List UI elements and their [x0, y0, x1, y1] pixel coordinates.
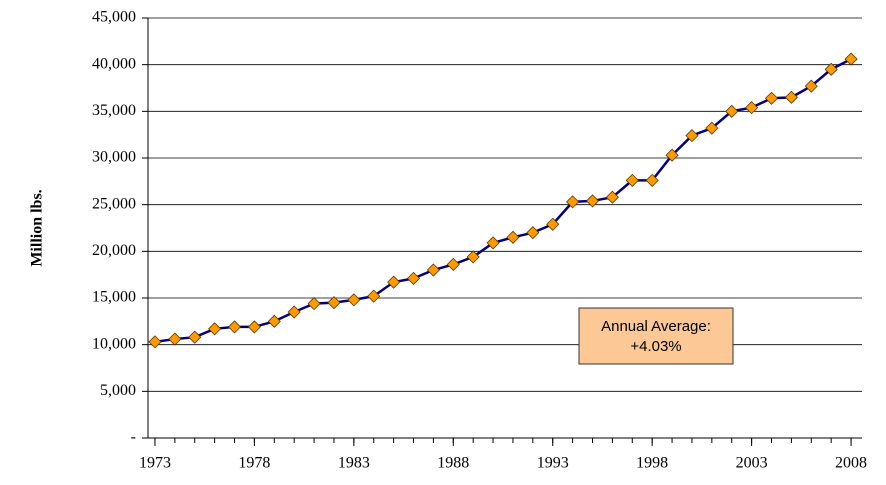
point-marker [844, 52, 858, 66]
point-marker [585, 194, 600, 208]
y-tick-label: 20,000 [92, 242, 136, 259]
point-marker [406, 271, 421, 285]
point-marker [208, 322, 222, 336]
point-marker [566, 195, 580, 209]
point-marker [307, 297, 321, 311]
point-marker [367, 289, 381, 303]
y-tick-label: 40,000 [92, 55, 136, 72]
point-marker [466, 250, 480, 264]
point-marker [685, 129, 699, 143]
point-marker [506, 230, 520, 244]
x-tick-label: 1993 [537, 455, 569, 472]
series-line [154, 57, 852, 344]
point-marker [526, 226, 540, 240]
point-marker [446, 257, 460, 271]
point-marker [725, 104, 739, 118]
x-tick-label: 1998 [636, 455, 668, 472]
point-marker [486, 236, 500, 250]
point-marker [764, 91, 779, 105]
point-marker [267, 314, 281, 328]
point-marker [426, 263, 440, 277]
point-marker [327, 296, 341, 310]
x-tick-label: 1973 [139, 455, 171, 472]
annotation-box [578, 307, 734, 365]
point-marker [605, 190, 619, 204]
point-marker [168, 332, 182, 346]
point-marker [625, 173, 639, 187]
point-marker [804, 79, 818, 93]
y-tick-label: 35,000 [92, 102, 136, 119]
point-marker [148, 335, 162, 349]
y-tick-label: - [131, 429, 136, 446]
x-tick-label: 1988 [437, 455, 469, 472]
annotation: +4.03% [630, 338, 681, 355]
point-marker [247, 320, 261, 334]
point-marker [745, 101, 759, 115]
x-tick-label: 2008 [835, 455, 867, 472]
point-marker [784, 90, 798, 104]
y-tick-label: 10,000 [92, 335, 136, 352]
point-marker [645, 173, 659, 187]
point-marker [824, 62, 838, 76]
point-marker [705, 121, 719, 135]
y-tick-label: 25,000 [92, 195, 136, 212]
x-tick-label: 2003 [736, 455, 768, 472]
point-marker [287, 305, 301, 319]
y-axis-label: Million lbs. [29, 189, 46, 266]
point-marker [387, 275, 401, 289]
x-tick-label: 1978 [238, 455, 270, 472]
point-marker [546, 217, 560, 231]
point-marker [665, 148, 679, 162]
point-marker [188, 330, 202, 344]
y-tick-label: 15,000 [92, 289, 136, 306]
annotation: Annual Average: [601, 318, 711, 335]
y-tick-label: 30,000 [92, 149, 136, 166]
x-tick-label: 1983 [338, 455, 370, 472]
point-marker [347, 293, 361, 307]
point-marker [227, 320, 242, 334]
y-tick-label: 45,000 [92, 9, 136, 26]
y-tick-label: 5,000 [100, 382, 136, 399]
